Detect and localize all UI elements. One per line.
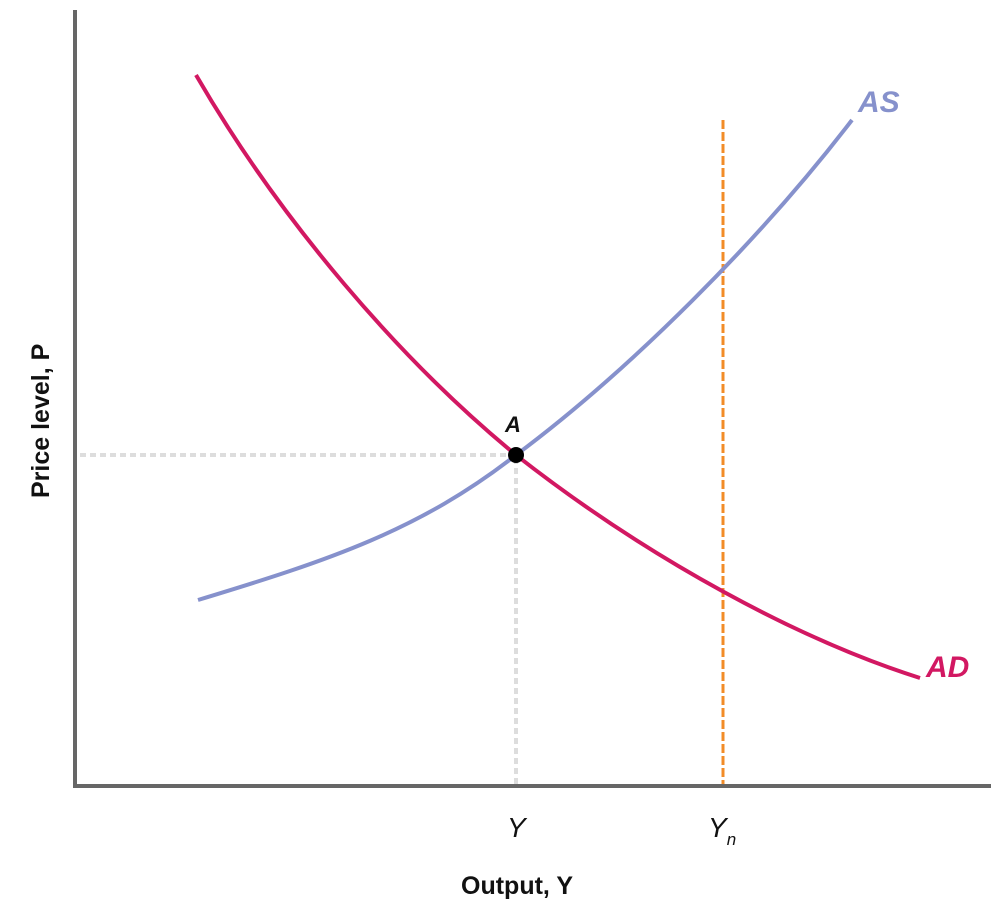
ad-label: AD (925, 651, 969, 684)
as-curve (197, 118, 854, 602)
tick-label-yn-main: Y (708, 812, 729, 843)
y-axis-title: Price level, P (27, 344, 55, 498)
ad-curve (194, 73, 921, 680)
x-axis-title: Output, Y (461, 872, 573, 900)
equilibrium-point (508, 447, 524, 463)
tick-label-yn-subscript: n (727, 830, 736, 849)
as-label: AS (857, 86, 900, 119)
tick-label-y: Y (507, 812, 528, 843)
tick-label-yn: Yn (708, 812, 736, 849)
point-label-a: A (504, 412, 521, 437)
